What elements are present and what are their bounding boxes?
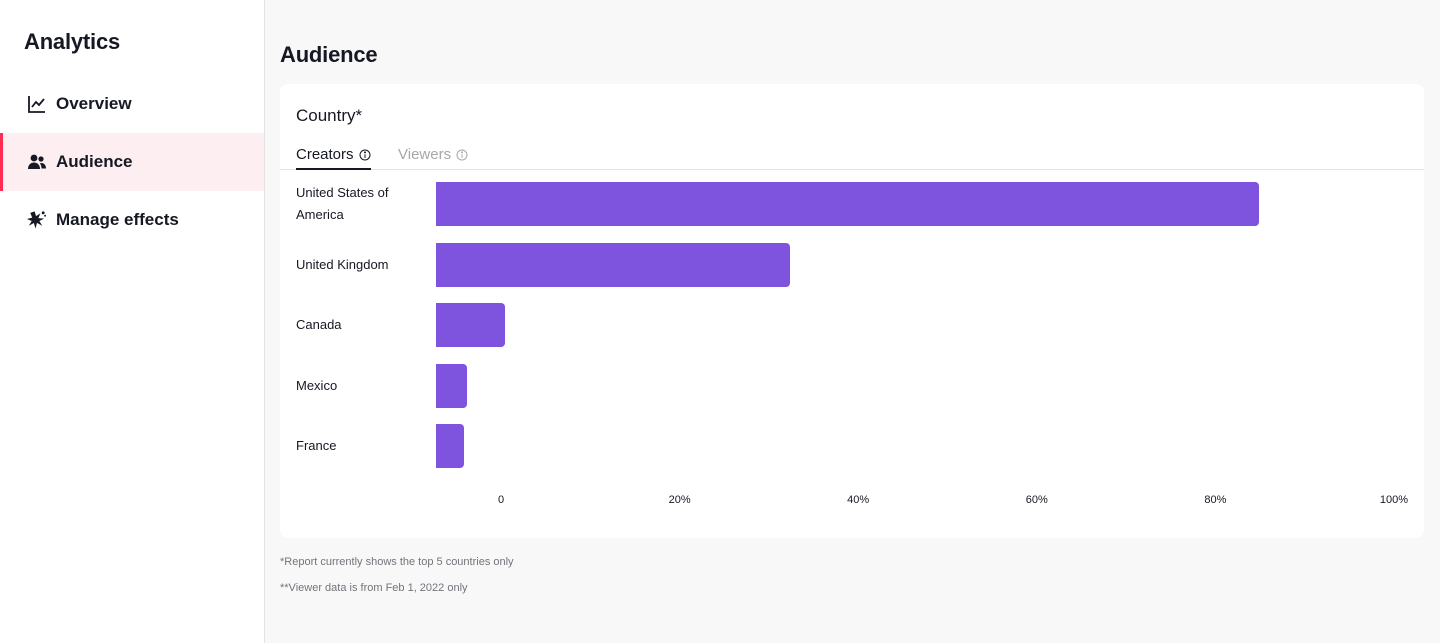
country-card: Country* Creators Viewers United States … xyxy=(280,84,1424,538)
country-label: Mexico xyxy=(296,377,338,393)
country-bar[interactable] xyxy=(436,303,506,347)
sidebar-item-audience[interactable]: Audience xyxy=(0,133,264,191)
country-label: United Kingdom xyxy=(296,256,389,272)
info-icon[interactable] xyxy=(359,149,371,161)
sidebar-item-label: Manage effects xyxy=(56,210,179,229)
x-axis-tick-label: 20% xyxy=(668,494,691,506)
country-label: Canada xyxy=(296,317,342,332)
country-label: France xyxy=(296,438,337,453)
country-bar[interactable] xyxy=(436,424,465,468)
country-bar[interactable] xyxy=(436,242,791,287)
x-axis-tick-label: 100% xyxy=(1379,494,1408,506)
main-content: Audience Country* Creators Viewers Unite xyxy=(265,0,1440,643)
x-axis-tick-label: 80% xyxy=(1204,494,1227,506)
country-label: United States of America xyxy=(296,185,389,222)
country-bar[interactable] xyxy=(436,182,1260,226)
sidebar-title: Analytics xyxy=(24,29,121,54)
effects-icon xyxy=(26,210,47,231)
tab-bar: Creators Viewers xyxy=(280,142,1424,170)
country-bar[interactable] xyxy=(436,363,468,408)
tab-label: Creators xyxy=(296,146,354,163)
card-title: Country* xyxy=(296,106,363,125)
tab-label: Viewers xyxy=(398,146,452,163)
x-axis-tick-label: 0 xyxy=(497,494,505,506)
footnote-viewer-data: **Viewer data is from Feb 1, 2022 only xyxy=(280,582,468,594)
info-icon[interactable] xyxy=(456,149,468,161)
line-chart-icon xyxy=(26,94,47,115)
sidebar-item-label: Overview xyxy=(56,94,132,113)
sidebar-item-manage-effects[interactable]: Manage effects xyxy=(0,191,264,249)
users-icon xyxy=(26,152,47,173)
tab-creators[interactable]: Creators xyxy=(296,146,371,170)
sidebar-item-overview[interactable]: Overview xyxy=(0,75,264,133)
sidebar-item-label: Audience xyxy=(56,152,133,171)
tab-viewers[interactable]: Viewers xyxy=(398,146,468,170)
sidebar: Analytics Overview Audience xyxy=(0,0,265,643)
page-title: Audience xyxy=(280,42,378,67)
footnote-top-countries: *Report currently shows the top 5 countr… xyxy=(280,556,514,568)
x-axis-tick-label: 40% xyxy=(847,494,870,506)
x-axis-tick-label: 60% xyxy=(1025,494,1048,506)
country-bar-chart: United States of America United Kingdom Ca… xyxy=(280,180,1424,520)
